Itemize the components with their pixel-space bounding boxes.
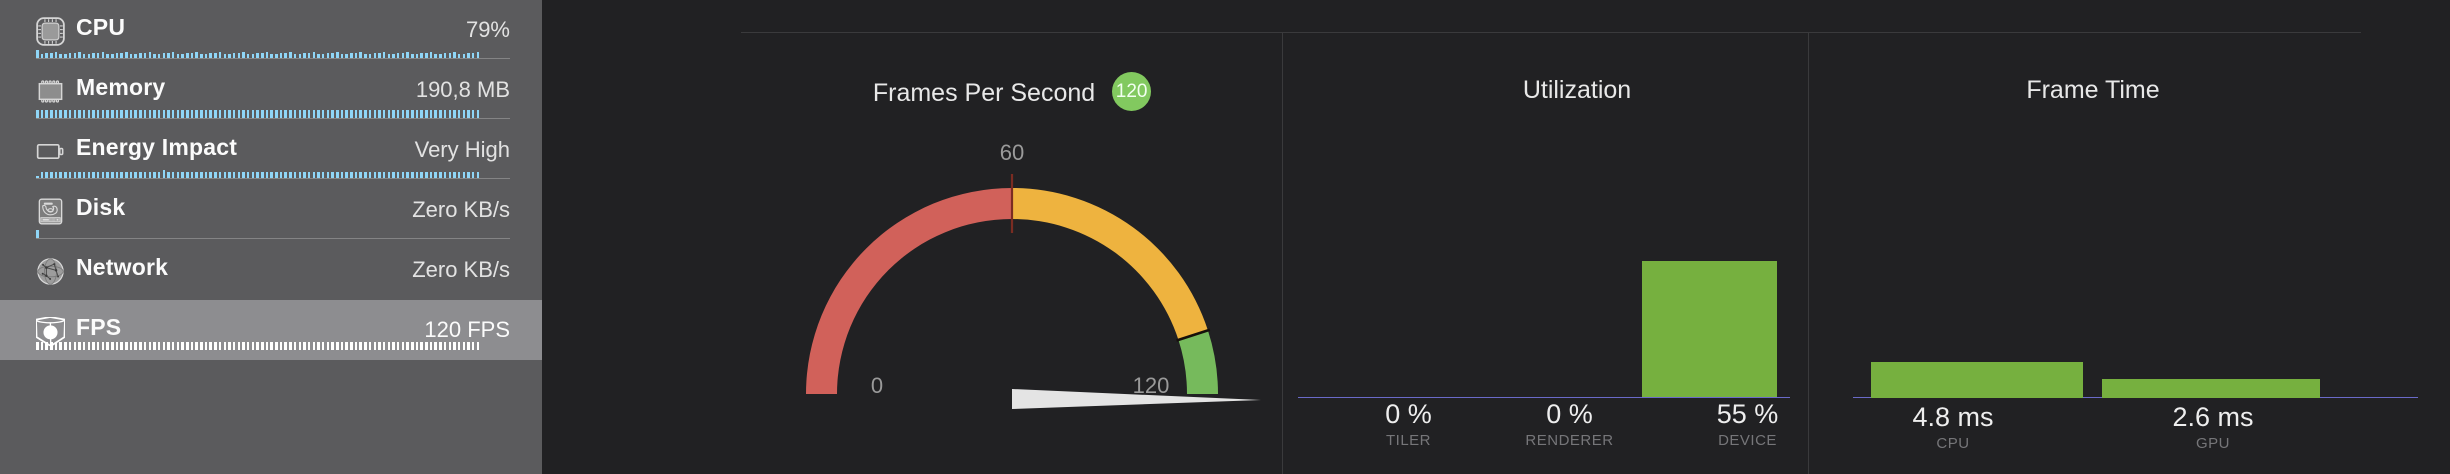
svg-text:0: 0 bbox=[871, 373, 883, 398]
svg-text:60: 60 bbox=[1000, 140, 1024, 165]
svg-text:120: 120 bbox=[1133, 373, 1170, 398]
